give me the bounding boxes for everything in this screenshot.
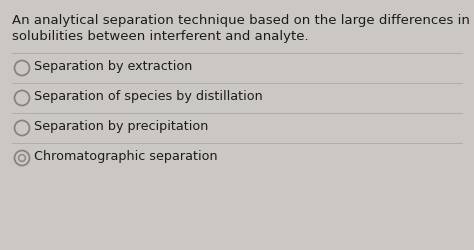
Text: Chromatographic separation: Chromatographic separation [35, 150, 218, 162]
Text: Separation of species by distillation: Separation of species by distillation [35, 90, 263, 102]
Text: Separation by extraction: Separation by extraction [35, 60, 193, 73]
Text: solubilities between interferent and analyte.: solubilities between interferent and ana… [12, 30, 309, 43]
Text: Separation by precipitation: Separation by precipitation [35, 120, 209, 132]
Text: An analytical separation technique based on the large differences in: An analytical separation technique based… [12, 14, 470, 27]
